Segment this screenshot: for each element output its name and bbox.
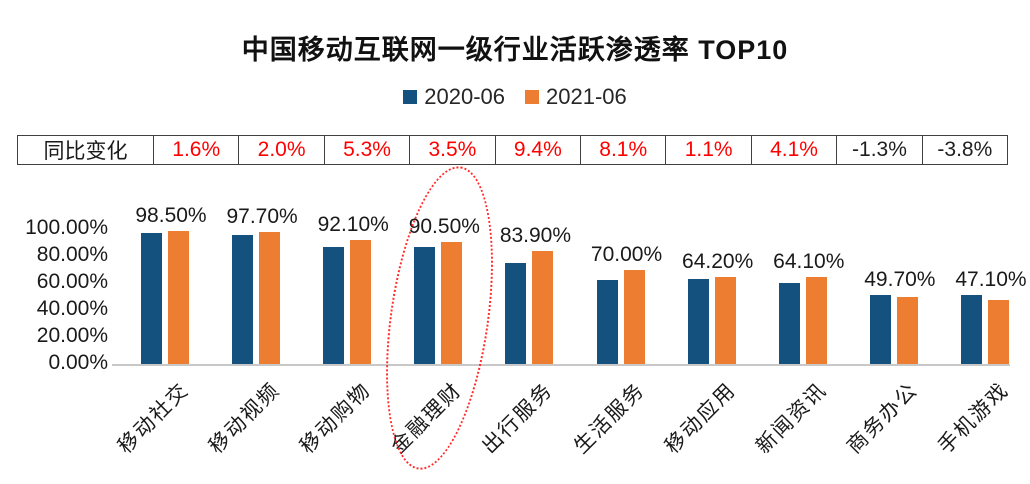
category-label: 生活服务 <box>569 378 650 459</box>
category-label: 移动购物 <box>295 378 376 459</box>
bar-2021-06 <box>259 232 281 364</box>
yoy-value-cell: 3.5% <box>410 136 496 164</box>
bar-2020-06 <box>232 234 254 364</box>
bar-value-label: 83.90% <box>499 223 572 247</box>
legend-label: 2021-06 <box>546 84 627 109</box>
yoy-value-cell: 5.3% <box>325 136 411 164</box>
yoy-value-cell: 2.0% <box>239 136 325 164</box>
category-label: 商务办公 <box>842 378 923 459</box>
y-tick-label: 0.00% <box>48 351 108 374</box>
category-label: 移动视频 <box>204 378 285 459</box>
bar-2020-06 <box>505 263 527 364</box>
bar-value-label: 47.10% <box>955 268 1027 292</box>
y-tick-label: 20.00% <box>36 324 108 347</box>
bar-2020-06 <box>778 283 800 364</box>
bar-2020-06 <box>323 246 345 364</box>
yoy-value-cell: 1.1% <box>666 136 752 164</box>
bar-value-label: 90.50% <box>408 214 480 238</box>
yoy-value-cell: 9.4% <box>496 136 582 164</box>
legend-swatch-icon <box>403 90 418 104</box>
bar-value-label: 64.20% <box>682 250 754 274</box>
yoy-row-label: 同比变化 <box>18 136 154 164</box>
category-label: 金融理财 <box>386 378 467 459</box>
legend-swatch-icon <box>525 90 539 104</box>
bar-value-label: 97.70% <box>226 205 298 229</box>
y-tick-label: 40.00% <box>36 297 108 320</box>
legend: 2020-06 2021-06 <box>0 84 1030 110</box>
bar-2021-06 <box>714 277 736 364</box>
bar-value-label: 70.00% <box>590 242 663 266</box>
category-label: 移动社交 <box>113 378 194 459</box>
category-label: 手机游戏 <box>933 378 1014 459</box>
bar-value-label: 98.50% <box>135 204 207 228</box>
bar-2021-06 <box>350 239 372 364</box>
yoy-value-cell: -1.3% <box>837 136 923 164</box>
bar-2020-06 <box>869 295 891 364</box>
category-label: 移动应用 <box>660 378 741 459</box>
legend-item-2021-06: 2021-06 <box>525 84 627 110</box>
yoy-value-cell: 1.6% <box>154 136 240 164</box>
bar-value-label: 49.70% <box>864 268 936 292</box>
yoy-change-table: 同比变化 1.6% 2.0% 5.3% 3.5% 9.4% 8.1% 1.1% 4.1% -1.… <box>17 135 1008 165</box>
category-label: 新闻资讯 <box>751 378 832 459</box>
bar-2020-06 <box>960 295 982 364</box>
bar-2020-06 <box>687 278 709 364</box>
chart-title: 中国移动互联网一级行业活跃渗透率 TOP10 <box>241 35 789 65</box>
bar-2021-06 <box>168 231 189 364</box>
bar-2021-06 <box>532 250 554 364</box>
yoy-value-cell: 4.1% <box>752 136 838 164</box>
y-tick-label: 100.00% <box>25 216 108 239</box>
bar-value-label: 92.10% <box>317 212 389 236</box>
bar-2021-06 <box>623 269 645 364</box>
bar-2020-06 <box>414 246 436 364</box>
x-axis-line <box>112 364 1010 366</box>
bar-2020-06 <box>141 233 162 364</box>
category-label: 出行服务 <box>478 378 558 459</box>
yoy-value-cell: 8.1% <box>581 136 667 164</box>
y-tick-label: 80.00% <box>36 243 108 266</box>
bar-2021-06 <box>805 277 827 364</box>
bar-2021-06 <box>441 241 463 364</box>
bar-value-label: 64.10% <box>773 250 845 274</box>
legend-label: 2020-06 <box>424 84 505 109</box>
yoy-value-cell: -3.8% <box>937 138 993 161</box>
legend-item-2020-06: 2020-06 <box>403 84 505 110</box>
bar-2021-06 <box>896 296 918 364</box>
bar-2021-06 <box>987 300 1009 364</box>
y-tick-label: 60.00% <box>36 270 108 293</box>
bar-2020-06 <box>596 280 618 364</box>
